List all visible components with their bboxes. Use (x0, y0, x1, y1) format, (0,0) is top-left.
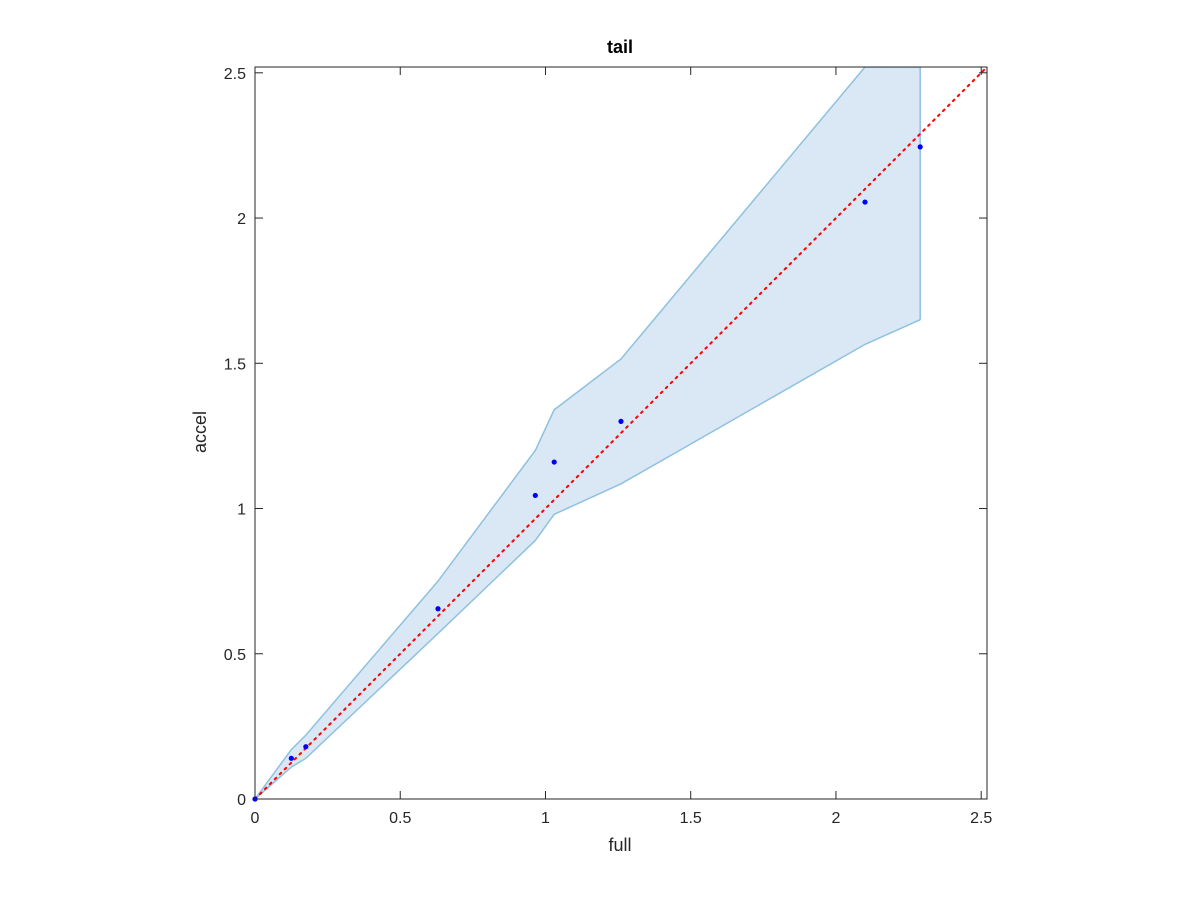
y-tick-label: 1 (237, 502, 246, 519)
y-tick-label: 2.5 (224, 66, 246, 83)
band-upper-line (255, 67, 921, 799)
x-axis-title: full (608, 835, 631, 855)
data-point (862, 199, 868, 205)
y-tick-label: 0.5 (224, 647, 246, 664)
data-point (435, 606, 441, 612)
x-tick-label: 0 (251, 810, 260, 827)
y-axis-title: accel (190, 411, 210, 453)
data-point (288, 755, 294, 761)
y-tick-label: 2 (237, 211, 246, 228)
y-tick-label: 0 (237, 792, 246, 809)
data-point (917, 144, 923, 150)
x-tick-label: 2 (831, 810, 840, 827)
data-point (551, 459, 557, 465)
chart-title: tail (607, 37, 633, 57)
band-lower-line (254, 319, 921, 800)
x-tick-label: 1 (541, 810, 550, 827)
x-tick-label: 1.5 (680, 810, 702, 827)
data-point (618, 418, 624, 424)
data-point (532, 492, 538, 499)
x-tick-label: 2.5 (970, 810, 992, 827)
confidence-band (255, 67, 921, 799)
reference-line (255, 67, 987, 799)
y-tick-label: 1.5 (224, 356, 246, 373)
plot-area: 0 0.5 1 1.5 2 2.5 0 0.5 1 1.5 2 2.5 (224, 66, 993, 827)
axes-box (254, 66, 988, 800)
data-point (303, 744, 309, 750)
x-tick-label: 0.5 (389, 810, 411, 827)
